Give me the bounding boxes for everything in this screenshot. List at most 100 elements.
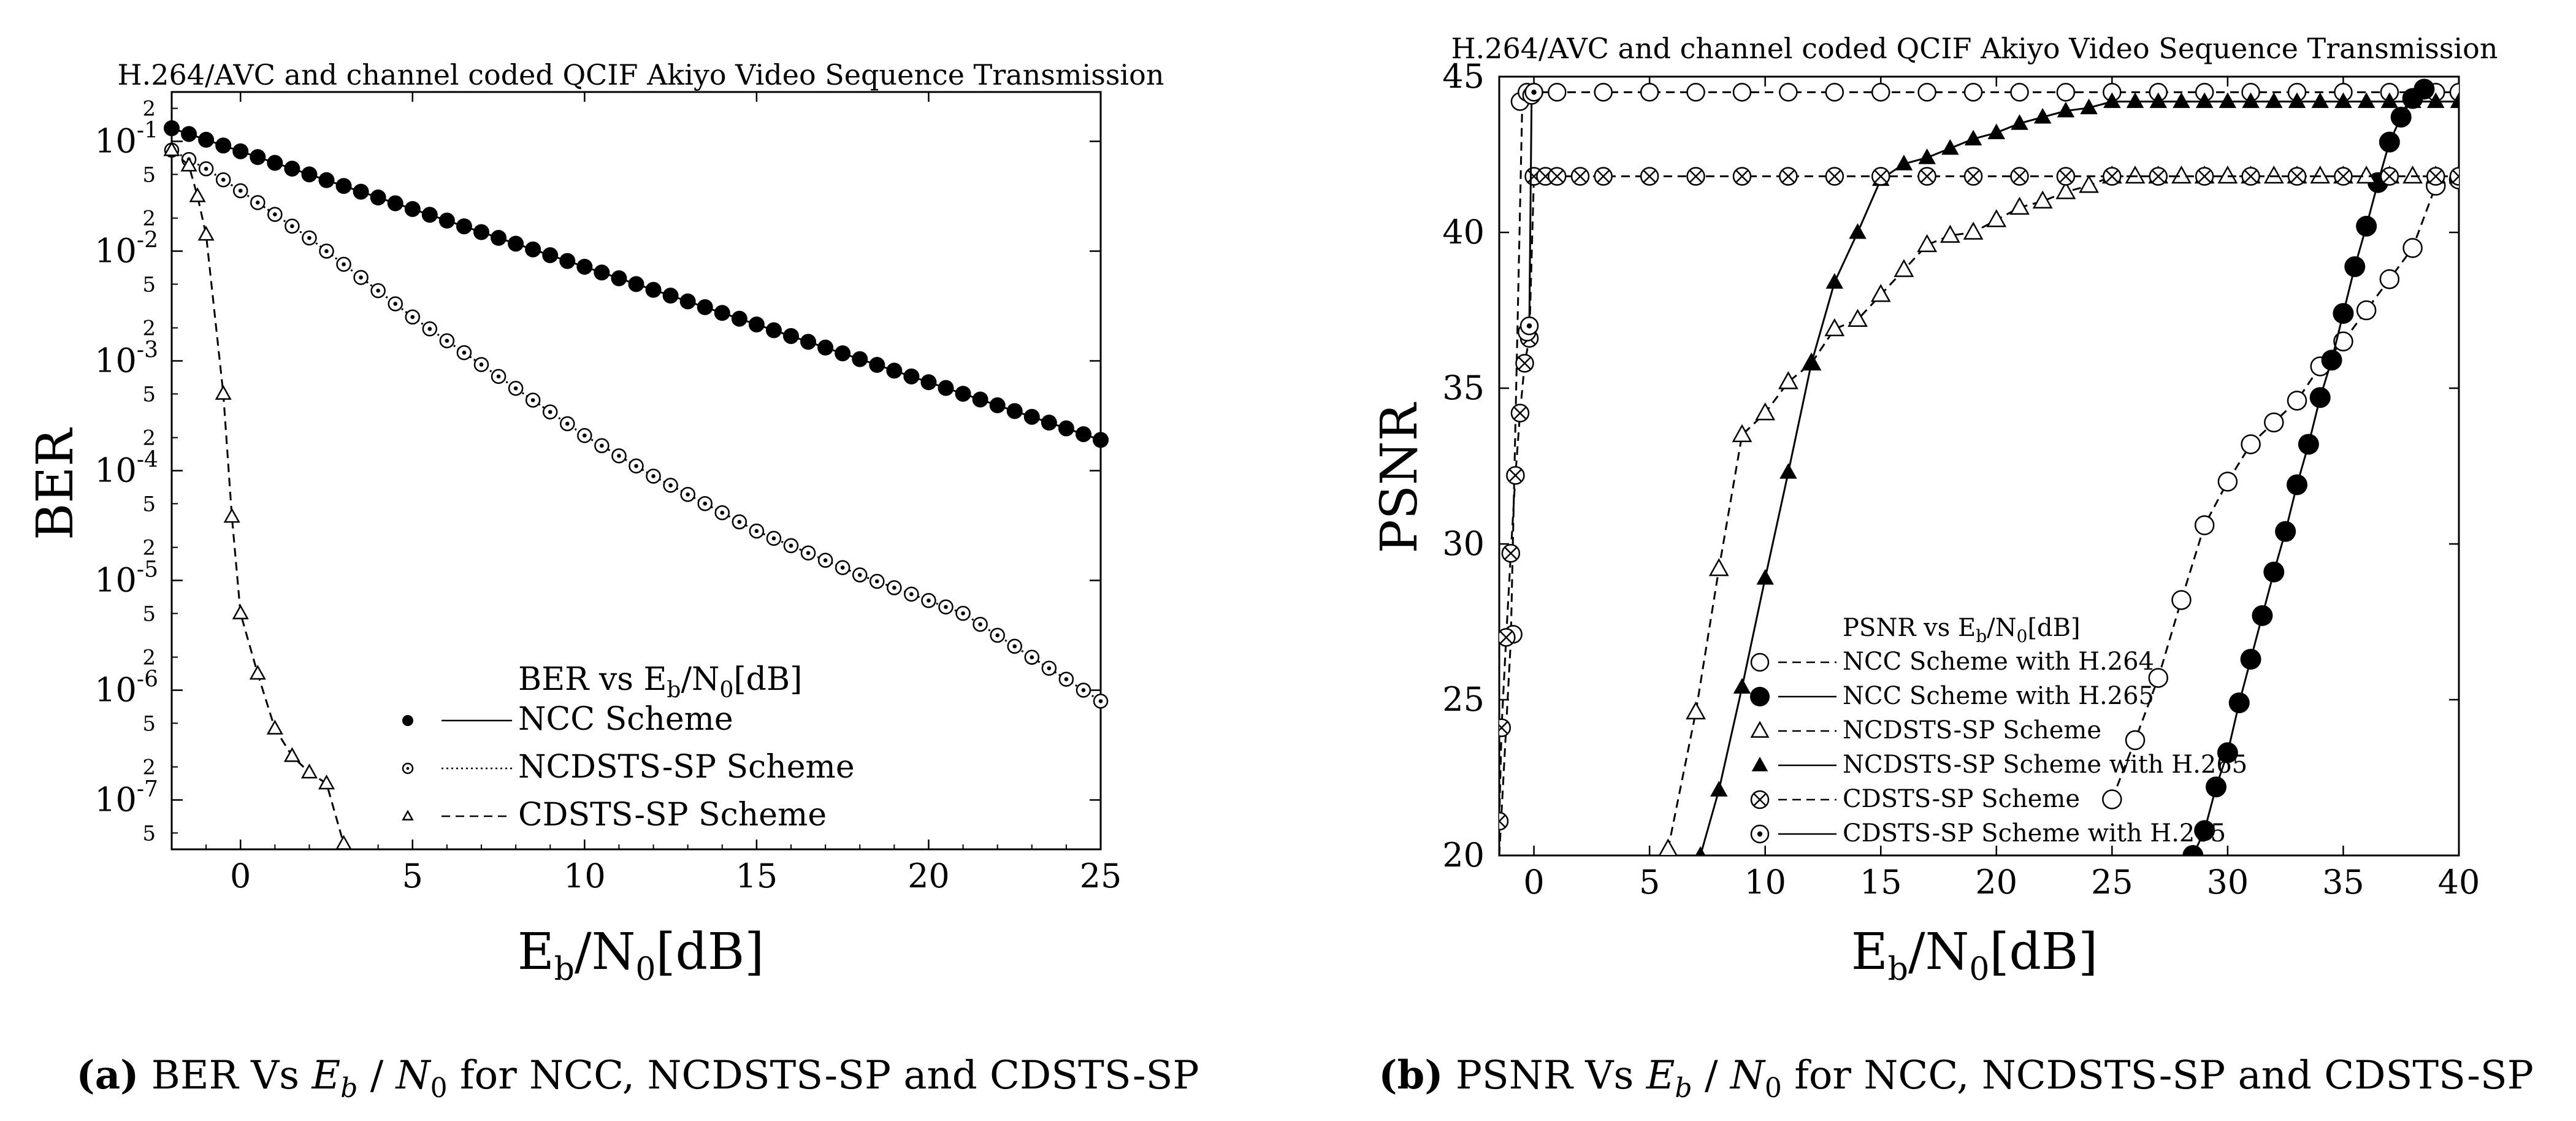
chart-a-point bbox=[301, 166, 318, 183]
chart-a-y-minor-label: 5 bbox=[142, 602, 156, 626]
chart-b-point bbox=[1686, 701, 1706, 720]
chart-b-point bbox=[1987, 123, 2006, 139]
chart-b-point-cross bbox=[2198, 169, 2211, 183]
chart-a-y-minor-label: 2 bbox=[142, 756, 156, 780]
chart-b-point bbox=[2242, 92, 2260, 109]
chart-a-point bbox=[679, 293, 696, 310]
chart-b-point bbox=[1499, 718, 1512, 737]
chart-b-legend-marker bbox=[1750, 721, 1770, 738]
chart-a-point bbox=[491, 229, 507, 246]
chart-a-point bbox=[197, 226, 215, 241]
chart-b-point bbox=[2427, 92, 2445, 109]
chart-a-legend-label: NCC Scheme bbox=[518, 701, 733, 738]
chart-a-point bbox=[1023, 408, 1040, 425]
chart-a: H.264/AVC and channel coded QCIF Akiyo V… bbox=[26, 58, 1164, 988]
chart-a-point bbox=[164, 120, 180, 137]
chart-b-point bbox=[2194, 515, 2215, 535]
chart-b-point bbox=[2125, 165, 2146, 184]
chart-a-point bbox=[335, 835, 353, 850]
chart-b-point bbox=[1710, 781, 1728, 797]
chart-b-point bbox=[2356, 300, 2377, 321]
chart-b-point bbox=[1756, 568, 1774, 585]
chart-b-point bbox=[2252, 605, 2273, 626]
chart-a-series-1 bbox=[164, 142, 1109, 709]
chart-b-legend-label: CDSTS-SP Scheme with H.265 bbox=[1843, 819, 2226, 847]
chart-a-point-dot bbox=[892, 586, 896, 590]
chart-a-point bbox=[163, 141, 180, 156]
chart-b-point bbox=[2149, 92, 2168, 109]
chart-b-series-5 bbox=[1518, 83, 1543, 342]
chart-a-point bbox=[1006, 403, 1023, 419]
chart-a-point bbox=[181, 126, 197, 142]
chart-b-point bbox=[1986, 209, 2007, 228]
chart-b-x-tick-label: 40 bbox=[2438, 863, 2480, 901]
chart-b-point bbox=[1708, 558, 1729, 576]
chart-a-point bbox=[404, 201, 421, 217]
chart-a-point bbox=[283, 747, 300, 762]
chart-b-point bbox=[1917, 83, 1936, 102]
chart-b-point bbox=[2102, 789, 2122, 809]
chart-b-x-tick-labels: 0 5 10 15 20 25 30 35 40 bbox=[1523, 863, 2480, 901]
chart-b-point bbox=[2079, 175, 2100, 193]
chart-a-point bbox=[189, 187, 206, 202]
chart-a-point-dot bbox=[823, 558, 828, 562]
chart-b-point-cross bbox=[1499, 721, 1508, 735]
chart-a-point bbox=[318, 775, 335, 790]
chart-a-point bbox=[318, 172, 335, 188]
chart-b-point bbox=[2219, 92, 2237, 109]
chart-a-y-minor-label: 5 bbox=[142, 821, 156, 846]
chart-a-point bbox=[232, 604, 249, 619]
chart-a-series-0 bbox=[164, 120, 1109, 448]
chart-b-y-tick-labels: 20 25 30 35 40 45 bbox=[1442, 57, 1485, 874]
chart-b-series-line-0-b bbox=[2111, 178, 2459, 800]
chart-a-title: H.264/AVC and channel coded QCIF Akiyo V… bbox=[118, 58, 1164, 91]
chart-a-point-dot bbox=[944, 605, 948, 610]
chart-b-x-axis-label: Eb/N0[dB] bbox=[1851, 923, 2098, 988]
chart-b-x-tick-label: 5 bbox=[1639, 863, 1660, 901]
chart-a-point-dot bbox=[1081, 688, 1086, 692]
chart-a-point-dot bbox=[238, 188, 243, 193]
chart-b-point bbox=[2103, 92, 2121, 109]
chart-a-point bbox=[765, 322, 782, 339]
chart-a-point-dot bbox=[703, 501, 708, 506]
chart-b-point-cross bbox=[1518, 356, 1532, 370]
chart-a-point-dot bbox=[513, 386, 518, 391]
chart-b-point-cross bbox=[1573, 169, 1587, 183]
chart-b-legend-marker bbox=[1751, 757, 1768, 771]
chart-a-point bbox=[920, 374, 937, 391]
chart-b-point bbox=[1871, 83, 1890, 102]
chart-a-point-dot bbox=[617, 454, 621, 458]
chart-a-x-tick-label: 15 bbox=[736, 857, 778, 895]
chart-a-point bbox=[267, 155, 283, 171]
chart-a-point bbox=[662, 288, 679, 304]
chart-b-point bbox=[2379, 269, 2400, 289]
chart-b-point bbox=[2287, 391, 2307, 411]
chart-b-point-cross bbox=[1643, 169, 1656, 183]
chart-a-y-axis-label: BER bbox=[26, 427, 85, 540]
chart-b-point bbox=[1825, 273, 1844, 289]
chart-b-point bbox=[2263, 561, 2285, 583]
chart-b-legend-label: NCDSTS-SP Scheme bbox=[1843, 716, 2101, 744]
chart-a-point bbox=[335, 178, 352, 194]
chart-b-x-tick-label: 20 bbox=[1975, 863, 2017, 901]
chart-b-point bbox=[1658, 838, 1678, 855]
chart-b-point bbox=[2228, 692, 2250, 714]
chart-b-point bbox=[2264, 412, 2284, 433]
chart-b-series bbox=[1499, 78, 2459, 855]
chart-a-x-tick-label: 10 bbox=[564, 857, 606, 895]
chart-a-point-dot bbox=[961, 611, 965, 616]
chart-b-legend-marker-dot bbox=[1757, 831, 1763, 837]
chart-a-point-dot bbox=[462, 350, 467, 355]
chart-b-legend-marker bbox=[1750, 687, 1770, 706]
chart-a-point bbox=[1041, 415, 1057, 431]
chart-b-point-cross bbox=[1499, 630, 1513, 645]
chart-a-point bbox=[438, 212, 455, 229]
chart-a-point bbox=[353, 183, 369, 200]
chart-a-y-tick-label: 10-4 bbox=[94, 448, 158, 490]
chart-b-point bbox=[1824, 318, 1845, 337]
chart-a-point-dot bbox=[445, 339, 449, 343]
chart-b-point bbox=[2311, 92, 2329, 109]
caption-b: (b) PSNR Vs Eb / N0 for NCC, NCDSTS-SP a… bbox=[1378, 1052, 2534, 1104]
chart-b-point-dot bbox=[1531, 90, 1537, 95]
chart-b-point-cross bbox=[2290, 169, 2304, 183]
